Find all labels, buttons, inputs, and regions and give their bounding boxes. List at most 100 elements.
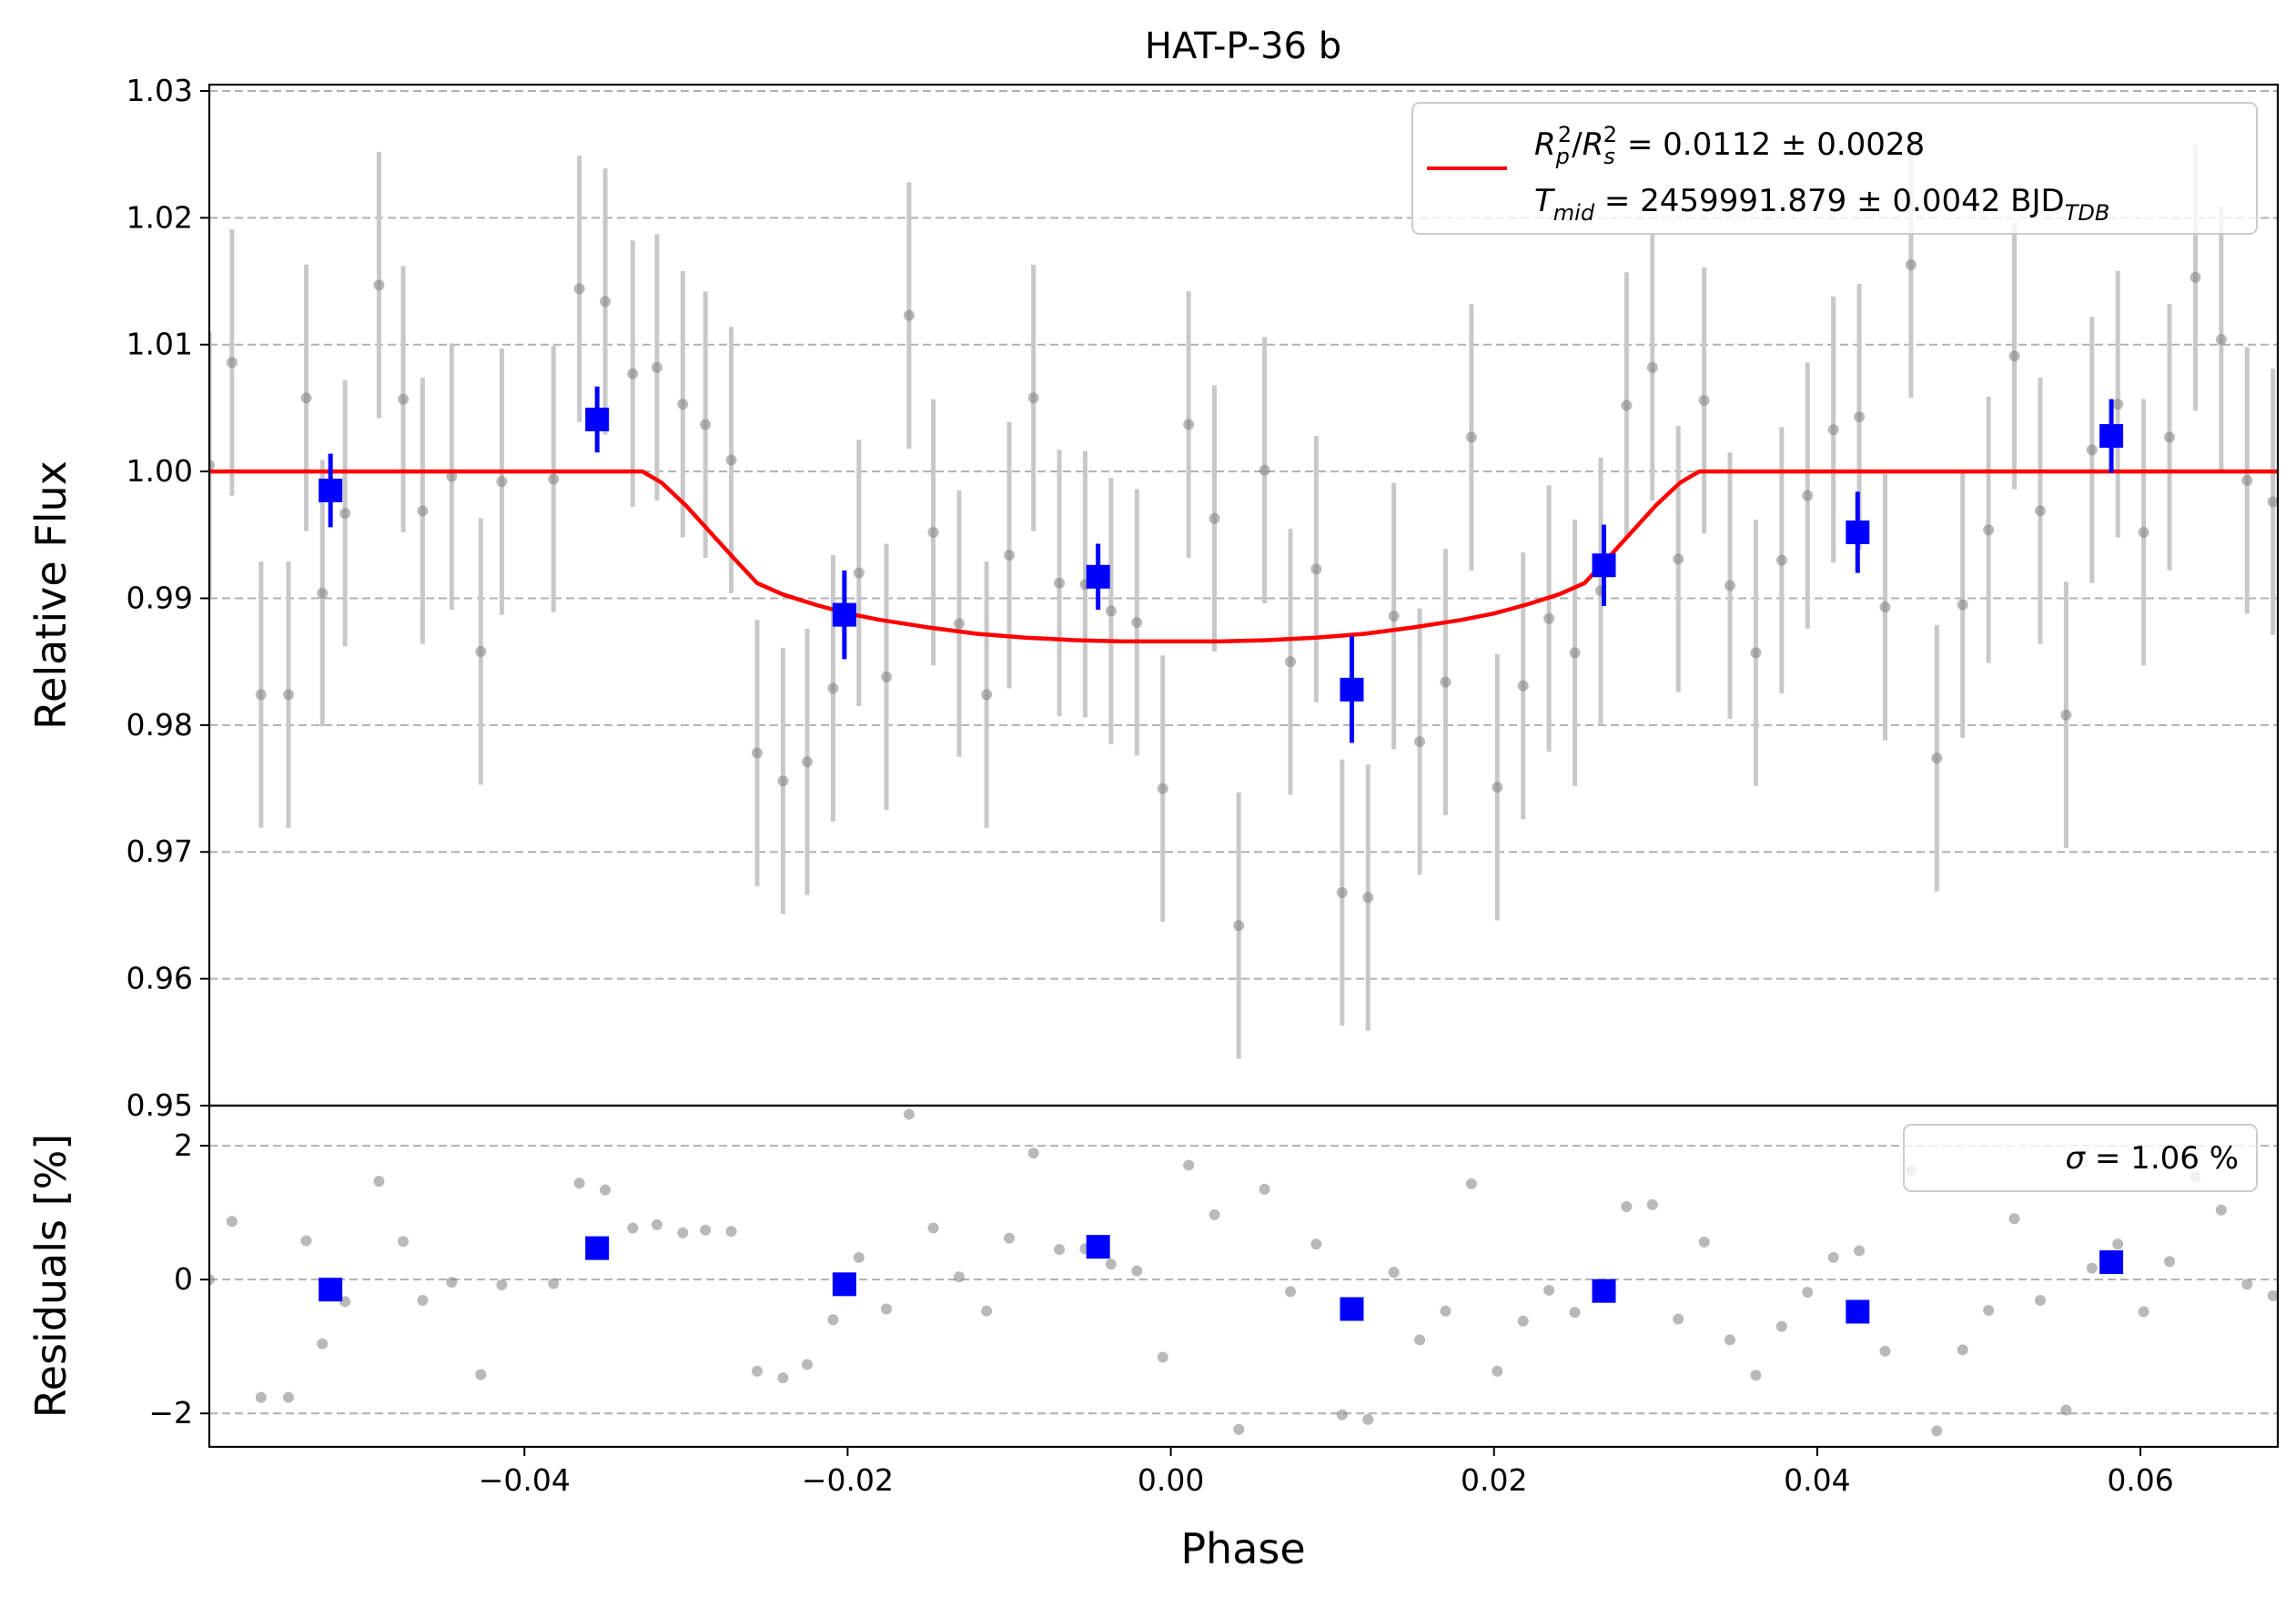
raw-data-point (2215, 334, 2227, 346)
raw-data-point (209, 460, 215, 471)
main-y-tick-label: 0.98 (126, 707, 193, 743)
main-y-tick-label: 0.95 (126, 1087, 193, 1123)
legend-tmid-sub: mid (1553, 200, 1595, 226)
main-y-tick-label: 1.01 (126, 327, 193, 362)
residual-raw-point (853, 1251, 865, 1263)
residual-raw-point (1775, 1320, 1787, 1332)
residual-binned-point (319, 1278, 343, 1302)
raw-data-point (1802, 490, 1814, 501)
binned-data-point (1340, 677, 1364, 702)
raw-data-point (802, 756, 814, 768)
transit-model (209, 469, 2278, 644)
residual-raw-point (627, 1222, 639, 1234)
raw-data-point (1209, 512, 1220, 524)
residual-raw-point (475, 1369, 487, 1380)
residual-raw-point (700, 1224, 712, 1236)
residual-raw-point (651, 1218, 663, 1230)
raw-data-point (398, 393, 410, 405)
residual-raw-point (777, 1372, 789, 1384)
residual-y-tick-label: 2 (174, 1127, 193, 1163)
raw-data-point (2241, 474, 2253, 486)
residual-raw-point (1931, 1425, 1943, 1437)
residual-raw-point (1543, 1284, 1555, 1296)
raw-data-point (1517, 680, 1529, 692)
raw-data-point (953, 618, 965, 630)
residual-raw-point (751, 1365, 763, 1377)
raw-data-point (627, 368, 639, 379)
raw-data-points (209, 258, 2278, 932)
raw-data-point (1775, 554, 1787, 566)
residual-raw-point (417, 1294, 429, 1306)
raw-data-point (2112, 399, 2124, 410)
residual-raw-point (1569, 1307, 1581, 1319)
residual-raw-point (827, 1314, 839, 1326)
residual-binned-point (1846, 1299, 1870, 1324)
raw-data-point (1105, 605, 1117, 617)
main-y-tick-label: 1.02 (126, 199, 193, 235)
residual-raw-point (2086, 1262, 2098, 1274)
raw-data-point (283, 689, 295, 701)
raw-data-point (1183, 419, 1195, 430)
residual-raw-point (1725, 1334, 1736, 1346)
raw-data-point (373, 279, 385, 291)
residual-raw-point (1105, 1258, 1117, 1270)
residual-raw-point (2215, 1204, 2227, 1216)
legend-ratio-r1: R (1534, 126, 1556, 163)
residual-raw-point (1983, 1305, 1995, 1316)
x-tick-label: 0.04 (1784, 1462, 1850, 1498)
residual-raw-point (927, 1222, 939, 1234)
residual-raw-point (548, 1278, 560, 1289)
raw-data-point (1621, 399, 1633, 411)
raw-data-point (1414, 735, 1426, 747)
residual-raw-point (2241, 1279, 2253, 1290)
residual-raw-point (1440, 1305, 1451, 1317)
residual-raw-point (1802, 1287, 1814, 1299)
residual-binned-point (585, 1236, 610, 1260)
legend-sigma-symbol: σ (2066, 1140, 2087, 1177)
residual-raw-point (1414, 1334, 1426, 1346)
binned-data-point (319, 479, 343, 503)
raw-data-point (1543, 612, 1555, 624)
raw-data-point (2008, 350, 2020, 362)
raw-data-point (300, 392, 312, 404)
raw-data-point (1569, 647, 1581, 659)
raw-data-point (1336, 886, 1348, 898)
raw-data-point (1284, 656, 1296, 668)
raw-data-point (2164, 431, 2176, 443)
binned-error-bars (328, 386, 2114, 743)
main-y-tick-label: 1.03 (126, 73, 193, 108)
residual-raw-point (1879, 1345, 1891, 1357)
legend-tmid-unit-sub: TDB (2065, 200, 2110, 226)
residual-raw-point (881, 1303, 893, 1315)
residual-raw-point (1054, 1244, 1066, 1256)
raw-data-point (317, 587, 329, 599)
legend-ratio-sup-2: 2 (1603, 122, 1617, 147)
residual-raw-point (1183, 1159, 1195, 1171)
raw-data-point (573, 283, 585, 295)
raw-data-point (1854, 411, 1866, 423)
main-legend-box (1411, 102, 2258, 235)
residual-raw-point (317, 1338, 329, 1349)
residual-raw-point (1492, 1365, 1503, 1377)
residual-raw-point (1465, 1178, 1477, 1190)
residual-raw-point (981, 1305, 993, 1317)
residual-y-axis-title: Residuals [%] (26, 1134, 76, 1418)
raw-data-point (2060, 709, 2072, 721)
raw-data-point (1388, 610, 1400, 622)
residual-raw-point (1957, 1344, 1968, 1356)
raw-data-point (1983, 524, 1995, 536)
residual-raw-point (209, 1274, 215, 1286)
residual-raw-point (1388, 1267, 1400, 1279)
raw-data-point (1957, 599, 1968, 611)
raw-data-point (2267, 496, 2278, 508)
binned-data-point (585, 407, 610, 431)
main-y-tick-label: 0.99 (126, 580, 193, 615)
raw-data-point (1233, 920, 1245, 932)
raw-data-point (677, 399, 689, 410)
residual-raw-point (1750, 1369, 1762, 1381)
residual-y-tick-label: 0 (174, 1261, 193, 1297)
raw-data-point (1054, 577, 1066, 589)
residual-legend: σ = 1.06 % (1903, 1124, 2258, 1192)
residual-raw-point (496, 1279, 508, 1291)
